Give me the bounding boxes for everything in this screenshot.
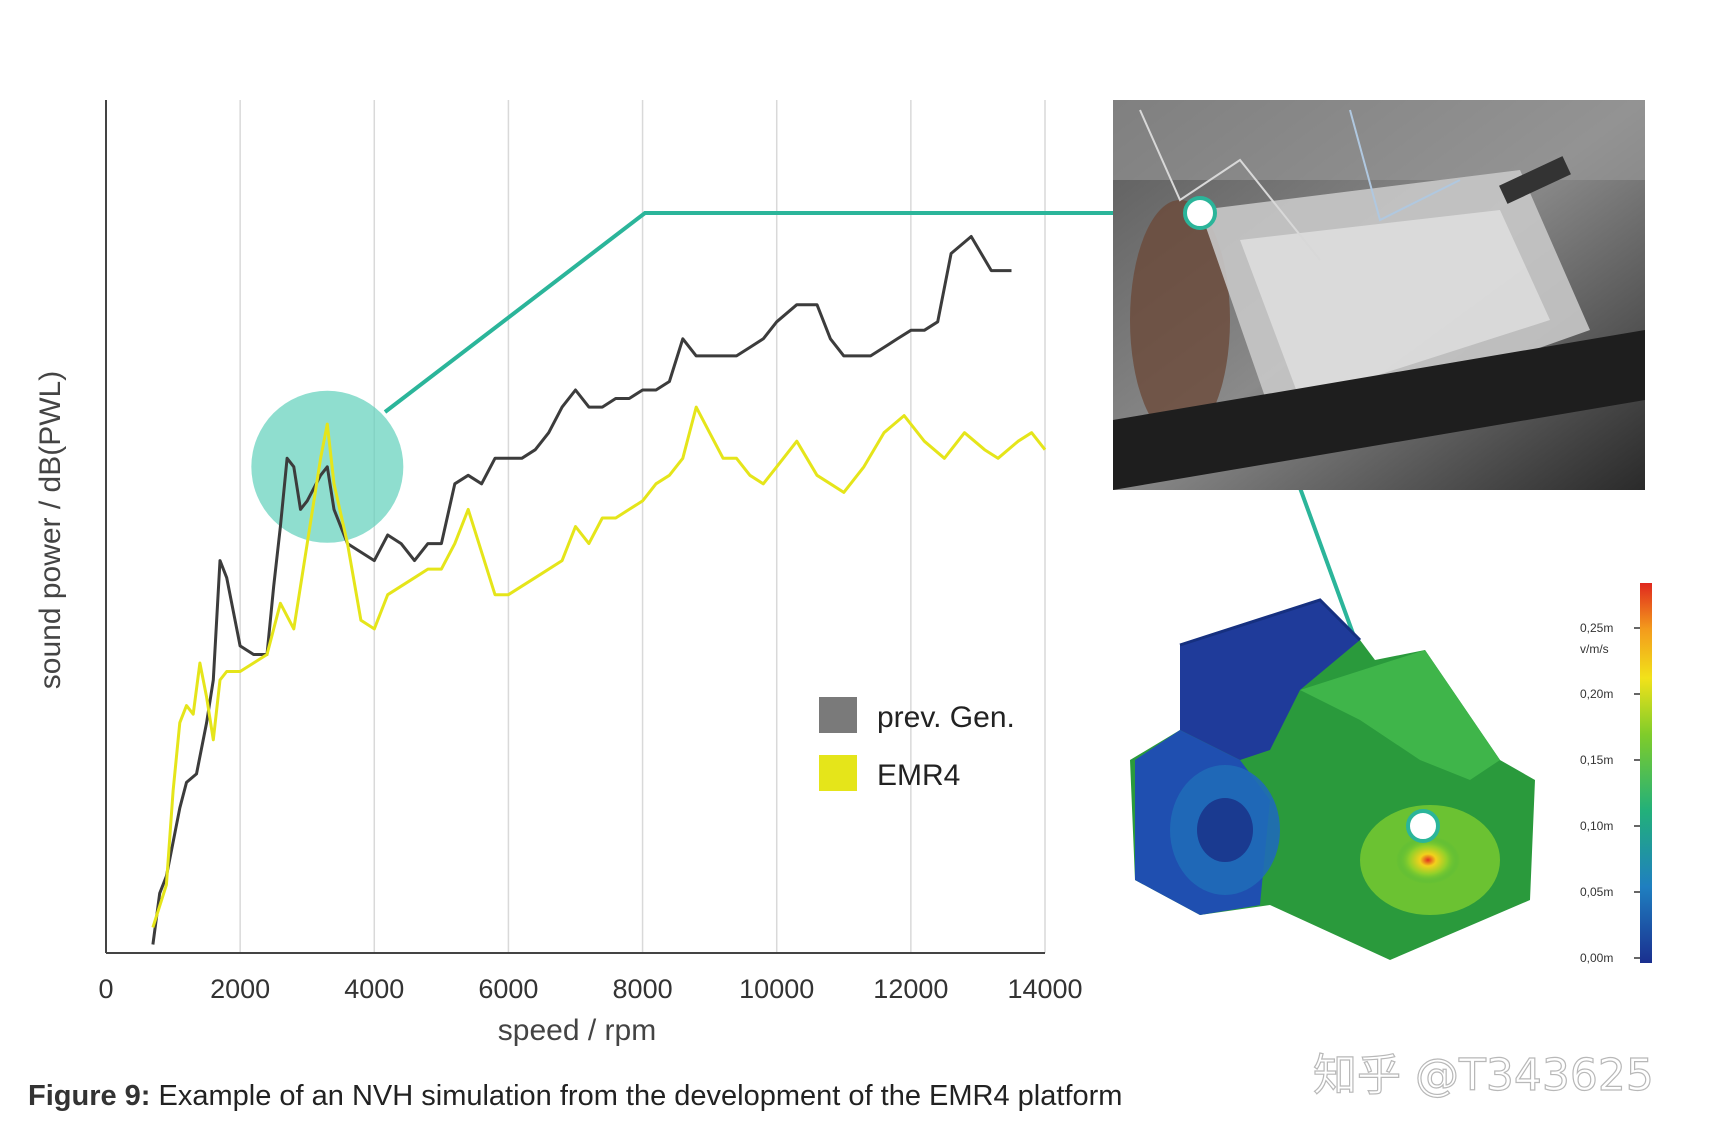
caption-text: Example of an NVH simulation from the de… [150, 1080, 1123, 1112]
colorbar-tick-labels: 0,25m 0,20m 0,15m 0,10m 0,05m 0,00m [1580, 621, 1640, 965]
legend-label-emr4: EMR4 [877, 759, 960, 792]
vertical-gridlines [239, 100, 1046, 953]
legend-label-prev-gen: prev. Gen. [877, 701, 1015, 734]
test-bench-photo [1113, 100, 1645, 490]
watermark: 知乎 @T343625 [1313, 1050, 1654, 1101]
colorbar-unit: v/m/s [1580, 642, 1609, 656]
colorbar: 0,25m 0,20m 0,15m 0,10m 0,05m 0,00m v/m/s [1580, 583, 1652, 965]
connector-line-upper [383, 211, 1200, 414]
colorbar-tick-label: 0,15m [1580, 753, 1613, 767]
x-tick-label: 2000 [210, 974, 270, 1004]
x-tick-label: 4000 [344, 974, 404, 1004]
x-tick-label: 8000 [613, 974, 673, 1004]
figure-caption: Figure 9: Example of an NVH simulation f… [28, 1080, 1122, 1113]
colorbar-tick-label: 0,00m [1580, 951, 1613, 965]
connector-dot-map [1406, 809, 1440, 843]
colorbar-tick-label: 0,20m [1580, 687, 1613, 701]
x-tick-label: 14000 [1007, 974, 1082, 1004]
legend-swatch-emr4 [819, 755, 857, 791]
x-tick-label: 12000 [873, 974, 948, 1004]
x-axis-label: speed / rpm [498, 1014, 656, 1047]
colorbar-tick-label: 0,10m [1580, 819, 1613, 833]
series-line-prev-gen [151, 235, 1012, 945]
connector-dot-photo [1183, 196, 1217, 230]
x-tick-labels: 0 2000 4000 6000 8000 10000 12000 14000 [98, 974, 1082, 1004]
caption-label: Figure 9: [28, 1080, 151, 1112]
colorbar-tick-label: 0,05m [1580, 885, 1613, 899]
legend-swatch-prev-gen [819, 697, 857, 733]
x-tick-label: 6000 [478, 974, 538, 1004]
series-line-emr4 [151, 405, 1047, 928]
vibration-simulation-map [1130, 598, 1535, 960]
y-axis-label: sound power / dB(PWL) [34, 371, 67, 689]
axes [105, 100, 1045, 954]
series-layer [151, 235, 1047, 945]
x-tick-label: 10000 [739, 974, 814, 1004]
x-tick-label: 0 [98, 974, 113, 1004]
legend: prev. Gen. EMR4 [819, 697, 1015, 792]
colorbar-tick-label: 0,25m [1580, 621, 1613, 635]
